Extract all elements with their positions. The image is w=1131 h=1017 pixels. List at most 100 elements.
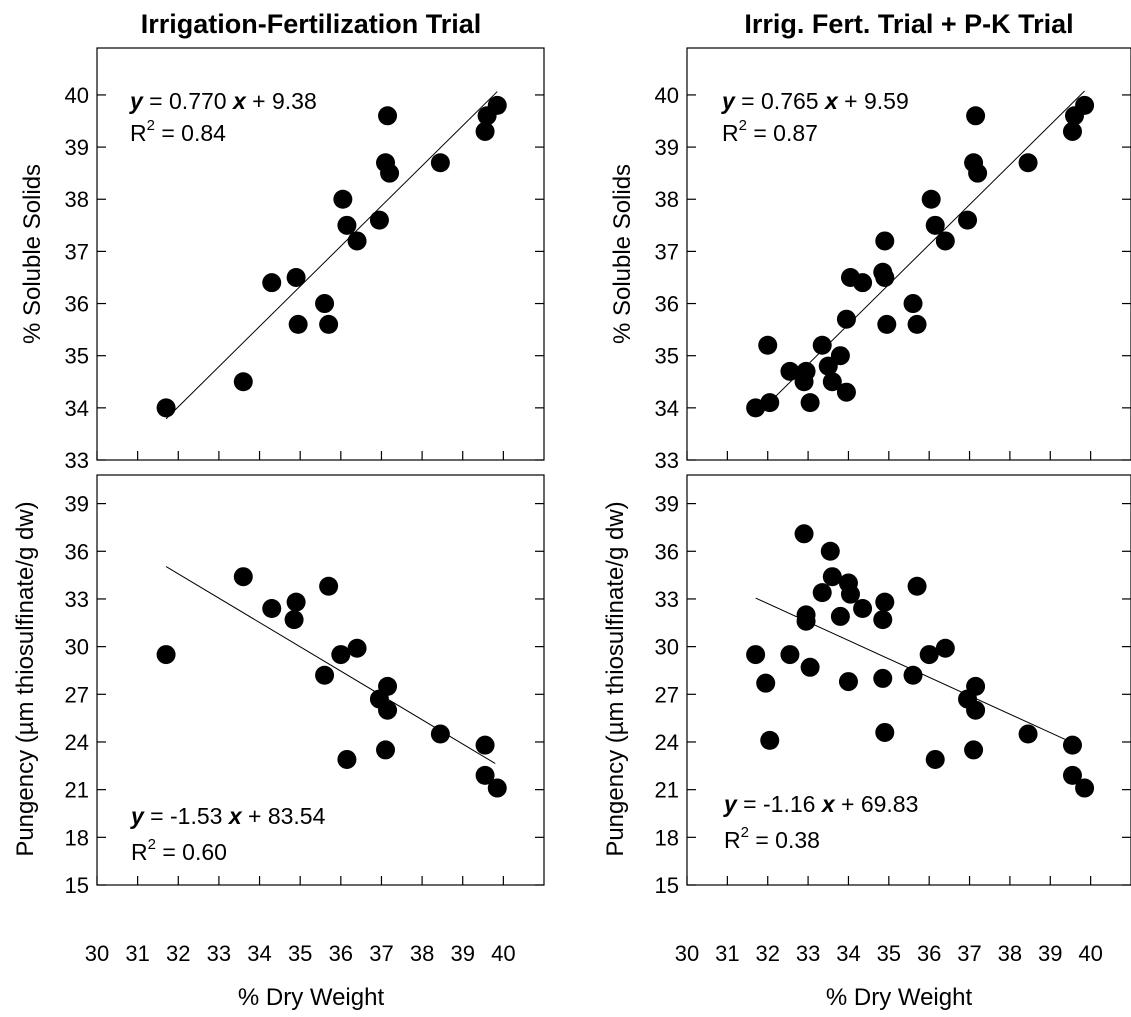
- x-tick-label: 33: [796, 941, 820, 966]
- data-point: [875, 722, 895, 742]
- r-squared: R2 = 0.38: [724, 824, 820, 853]
- x-tick-label: 40: [491, 941, 515, 966]
- data-point: [877, 314, 897, 334]
- data-point: [780, 645, 800, 665]
- data-point: [378, 106, 398, 126]
- x-tick-label: 34: [247, 941, 271, 966]
- regression-equation: y = 0.765 x + 9.59: [721, 88, 909, 114]
- data-point: [964, 740, 984, 760]
- data-point: [796, 605, 816, 625]
- y-tick-label: 24: [655, 730, 679, 755]
- right-bottom-ylabel: Pungency (µm thiosulfinate/g dw): [602, 501, 629, 856]
- panel-left-top: 33 34 35 36 37 38 39 40 y = 0.770 x + 9.38 R2 = 0…: [65, 47, 545, 473]
- regression-equation: y = 0.770 x + 9.38: [129, 88, 317, 114]
- x-tick-label: 30: [675, 941, 699, 966]
- x-tick-label: 36: [917, 941, 941, 966]
- data-point: [925, 749, 945, 769]
- data-point: [838, 672, 858, 692]
- y-tick-label: 38: [65, 187, 89, 212]
- equation-x-var: x: [227, 803, 243, 829]
- data-point: [875, 592, 895, 612]
- data-point: [796, 361, 816, 381]
- data-point: [430, 153, 450, 173]
- equation-y-var: y: [723, 791, 738, 817]
- y-tick-label: 15: [65, 873, 89, 898]
- plot-frame: [96, 474, 545, 886]
- equation-intercept: + 83.54: [242, 803, 326, 829]
- data-point: [369, 210, 389, 230]
- y-tick-label: 39: [655, 135, 679, 160]
- data-point: [1018, 724, 1038, 744]
- data-point: [758, 335, 778, 355]
- data-point: [487, 95, 507, 115]
- data-point: [853, 273, 873, 293]
- right-xlabel: % Dry Weight: [826, 984, 973, 1011]
- data-point: [475, 121, 495, 141]
- data-point: [1062, 121, 1082, 141]
- data-point: [780, 361, 800, 381]
- data-point: [873, 610, 893, 630]
- x-tick-label: 32: [755, 941, 779, 966]
- r-squared-value: = 0.84: [155, 120, 226, 146]
- data-point: [337, 215, 357, 235]
- r-squared-label: R: [130, 120, 147, 146]
- r-squared-label: R: [131, 839, 148, 865]
- data-point: [925, 215, 945, 235]
- x-tick-label: 30: [85, 941, 109, 966]
- y-tick-label: 40: [655, 83, 679, 108]
- r-squared-superscript: 2: [739, 117, 747, 134]
- data-point: [907, 576, 927, 596]
- data-point: [800, 393, 820, 413]
- data-point: [333, 189, 353, 209]
- data-point: [380, 163, 400, 183]
- r-squared-label: R: [724, 827, 741, 853]
- left-xlabel: % Dry Weight: [238, 984, 385, 1011]
- equation-y-var: y: [129, 88, 144, 114]
- data-point: [822, 567, 842, 587]
- data-point: [820, 541, 840, 561]
- data-point: [378, 700, 398, 720]
- r-squared-superscript: 2: [148, 836, 156, 853]
- x-tick-label: 37: [369, 941, 393, 966]
- data-point: [794, 524, 814, 544]
- data-point: [935, 638, 955, 658]
- data-point: [286, 267, 306, 287]
- equation-y-var: y: [130, 803, 145, 829]
- equation-slope: = 0.765: [735, 88, 825, 114]
- x-tick-label: 38: [998, 941, 1022, 966]
- y-tick-label: 24: [65, 730, 89, 755]
- data-point: [319, 314, 339, 334]
- plot-frame: [686, 474, 1131, 886]
- data-point: [853, 598, 873, 618]
- data-point: [903, 665, 923, 685]
- y-tick-label: 39: [65, 492, 89, 517]
- y-tick-label: 34: [65, 396, 89, 421]
- equation-x-var: x: [820, 791, 836, 817]
- x-tick-label: 31: [125, 941, 149, 966]
- regression-line: [165, 91, 498, 420]
- data-point: [1075, 778, 1095, 798]
- x-tick-label: 35: [288, 941, 312, 966]
- equation-y-var: y: [721, 88, 736, 114]
- data-point: [903, 294, 923, 314]
- y-tick-label: 36: [655, 539, 679, 564]
- y-tick-label: 37: [655, 239, 679, 264]
- equation-intercept: + 9.59: [838, 88, 909, 114]
- equation-slope: = 0.770: [143, 88, 233, 114]
- y-tick-label: 21: [655, 778, 679, 803]
- plot-frame: [686, 47, 1131, 461]
- data-point: [875, 267, 895, 287]
- data-point: [1075, 95, 1095, 115]
- y-tick-label: 33: [65, 587, 89, 612]
- y-tick-label: 33: [655, 448, 679, 473]
- y-tick-label: 18: [655, 825, 679, 850]
- y-tick-label: 33: [655, 587, 679, 612]
- r-squared-label: R: [722, 120, 739, 146]
- y-tick-label: 36: [65, 292, 89, 317]
- data-point: [475, 735, 495, 755]
- data-point: [968, 163, 988, 183]
- data-point: [331, 645, 351, 665]
- data-point: [812, 583, 832, 603]
- data-point: [921, 189, 941, 209]
